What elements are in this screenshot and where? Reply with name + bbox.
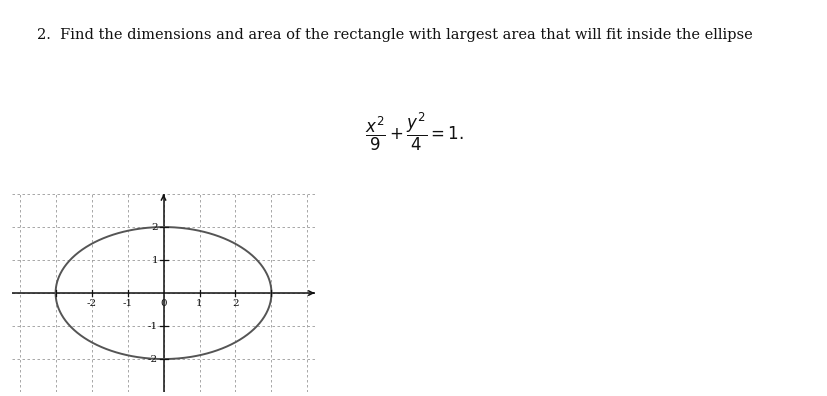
Text: -2: -2 bbox=[86, 299, 97, 308]
Text: 0: 0 bbox=[160, 299, 167, 308]
Text: 2: 2 bbox=[151, 223, 158, 232]
Text: 1: 1 bbox=[151, 255, 158, 265]
Text: $\dfrac{x^2}{9} + \dfrac{y^2}{4} = 1.$: $\dfrac{x^2}{9} + \dfrac{y^2}{4} = 1.$ bbox=[364, 111, 463, 153]
Text: -1: -1 bbox=[148, 322, 158, 331]
Text: 2: 2 bbox=[232, 299, 238, 308]
Text: -2: -2 bbox=[148, 354, 158, 364]
Text: 2.  Find the dimensions and area of the rectangle with largest area that will fi: 2. Find the dimensions and area of the r… bbox=[37, 28, 752, 42]
Text: -1: -1 bbox=[122, 299, 132, 308]
Text: 1: 1 bbox=[196, 299, 203, 308]
